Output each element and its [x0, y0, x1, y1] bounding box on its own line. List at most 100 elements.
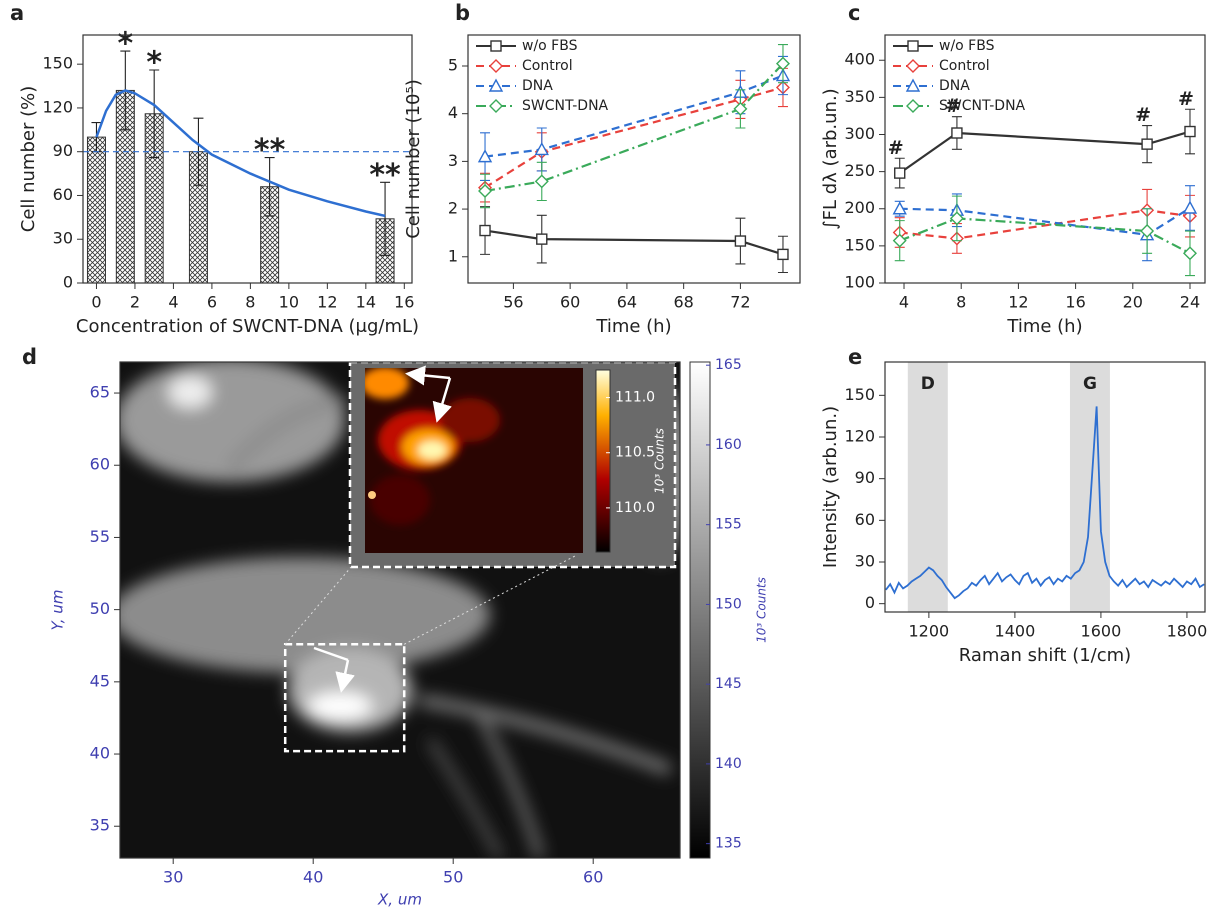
x-tick-label: 40: [303, 868, 323, 887]
y-tick-label: 150: [844, 385, 875, 404]
marker: [536, 233, 548, 245]
x-tick-label: 60: [583, 868, 603, 887]
y-tick-label: 30: [855, 552, 875, 571]
y-tick-label: 250: [844, 161, 875, 180]
x-tick-label: 8: [956, 293, 966, 312]
marker: [489, 99, 503, 113]
band: [907, 362, 948, 612]
x-tick-label: 16: [394, 293, 414, 312]
y-tick-label: 4: [448, 103, 458, 122]
error-bar: [264, 156, 275, 217]
band-label: D: [921, 374, 935, 394]
colorbar-tick-label: 155: [715, 517, 742, 533]
y-tick-label: 300: [844, 124, 875, 143]
marker: [1184, 125, 1196, 138]
legend-label: SWCNT-DNA: [939, 98, 1026, 114]
series-line: [899, 209, 1191, 240]
x-axis-label: Time (h): [595, 316, 671, 337]
x-tick-label: 12: [317, 293, 337, 312]
y-axis-label: ∫FL dλ (arb.un.): [820, 88, 841, 229]
marker: [777, 248, 789, 261]
significance-label: #: [888, 137, 904, 159]
marker: [490, 40, 502, 52]
y-axis-label: Cell number (10⁵): [403, 79, 424, 239]
zoom-connector: [403, 555, 576, 645]
significance-label: #: [1178, 88, 1194, 110]
colorbar-tick-label: 160: [715, 437, 742, 453]
panel-label: e: [848, 345, 862, 369]
y-tick-label: 45: [90, 671, 110, 690]
fit-line: [95, 89, 386, 218]
colorbar: [689, 361, 711, 859]
marker: [894, 167, 906, 179]
colorbar-tick-label: 150: [715, 596, 742, 612]
panel-label: d: [22, 345, 37, 369]
y-tick-label: 3: [448, 151, 458, 170]
zoom-region: [283, 643, 406, 753]
y-tick-label: 30: [53, 229, 73, 248]
marker: [1182, 200, 1198, 214]
x-tick-label: 68: [673, 293, 693, 312]
y-tick-label: 90: [53, 141, 73, 160]
y-tick-label: 50: [90, 599, 110, 618]
y-tick-label: 200: [844, 198, 875, 217]
y-tick-label: 5: [448, 56, 458, 75]
y-tick-label: 60: [90, 455, 110, 474]
y-tick-label: 2: [448, 199, 458, 218]
legend-label: w/o FBS: [939, 38, 995, 54]
marker: [892, 233, 907, 248]
x-tick-label: 72: [730, 293, 750, 312]
x-tick-label: 60: [560, 293, 580, 312]
x-axis-label: Time (h): [1006, 316, 1082, 337]
y-axis-label: Intensity (arb.un.): [820, 406, 841, 568]
x-tick-label: 0: [91, 293, 101, 312]
y-axis-label: Y, um: [49, 590, 67, 631]
x-axis-label: X, um: [377, 891, 422, 909]
marker: [892, 201, 907, 215]
colorbar-tick-label: 135: [715, 836, 742, 852]
legend-label: Control: [939, 58, 990, 74]
x-axis-label: Raman shift (1/cm): [959, 645, 1131, 666]
y-tick-label: 350: [844, 87, 875, 106]
series-line: [484, 229, 784, 256]
significance-label: #: [1135, 104, 1151, 126]
marker: [1182, 246, 1197, 261]
x-tick-label: 20: [1123, 293, 1143, 312]
colorbar: [595, 369, 611, 553]
y-tick-label: 60: [53, 185, 73, 204]
marker: [477, 149, 493, 163]
y-tick-label: 60: [855, 510, 875, 529]
x-tick-label: 16: [1065, 293, 1085, 312]
y-tick-label: 120: [42, 97, 73, 116]
x-tick-label: 14: [356, 293, 376, 312]
y-tick-label: 55: [90, 527, 110, 546]
x-tick-label: 4: [168, 293, 178, 312]
x-tick-label: 1200: [909, 622, 950, 641]
colorbar-tick-label: 140: [715, 756, 742, 772]
panel-label: b: [455, 1, 470, 25]
plot-frame: [884, 361, 1206, 613]
plot-frame: [82, 34, 413, 284]
bar: [86, 136, 106, 284]
marker: [534, 174, 549, 189]
colorbar-label: 10³ Counts: [653, 428, 667, 494]
y-tick-label: 65: [90, 383, 110, 402]
y-tick-label: 400: [844, 50, 875, 69]
series-line: [899, 207, 1191, 236]
x-tick-label: 1400: [995, 622, 1036, 641]
plot-frame: [467, 34, 801, 284]
x-axis-label: Concentration of SWCNT-DNA (μg/mL): [76, 316, 419, 337]
colorbar-tick-label: 165: [715, 357, 742, 373]
colorbar-tick-label: 145: [715, 676, 742, 692]
significance-label: *: [117, 27, 133, 62]
marker: [951, 127, 963, 139]
y-tick-label: 0: [865, 593, 875, 612]
x-tick-label: 10: [279, 293, 299, 312]
y-tick-label: 35: [90, 816, 110, 835]
marker: [775, 56, 790, 71]
colorbar-tick-label: 110.5: [615, 445, 655, 461]
marker: [905, 78, 921, 92]
y-tick-label: 40: [90, 744, 110, 763]
band-label: G: [1083, 374, 1097, 394]
